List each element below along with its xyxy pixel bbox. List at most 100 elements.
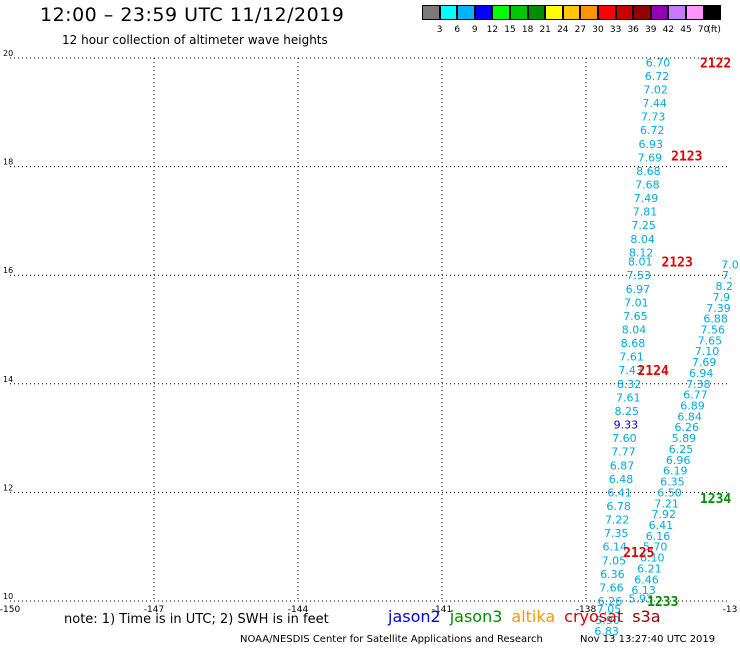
swh-value-label: 7.10: [695, 345, 720, 358]
swh-value-label: 6.72: [640, 124, 665, 137]
swh-value-label: 6.35: [660, 476, 685, 489]
legend-jason2: jason2: [388, 607, 441, 626]
swh-value-label: 7.66: [599, 581, 624, 594]
swh-value-label: 7.49: [634, 192, 659, 205]
swh-value-label: 6.41: [649, 519, 674, 532]
swh-value-label: 7.68: [635, 179, 660, 192]
colorbar-label: 21: [539, 25, 551, 35]
swh-value-label: 6.94: [689, 367, 714, 380]
swh-value-label: 6.48: [609, 473, 634, 486]
swh-value-label: 6.77: [683, 389, 708, 402]
swh-value-label: 7.38: [686, 378, 711, 391]
swh-value-label: 6.10: [640, 552, 665, 565]
swh-value-label: 6.83: [594, 625, 619, 638]
colorbar-cell: [562, 5, 581, 20]
swh-value-label: 7.53: [627, 269, 652, 282]
swh-value-label: 7.01: [624, 296, 649, 309]
colorbar-cell: [439, 5, 458, 20]
swh-value-label: 7.69: [638, 151, 663, 164]
colorbar-cell: [580, 5, 598, 20]
time-label: 1233: [647, 595, 678, 610]
y-tick-label: 20: [3, 49, 13, 58]
swh-value-label: 7.35: [604, 527, 629, 540]
swh-value-label: 6.97: [626, 283, 651, 296]
swh-value-label: 6.26: [675, 421, 700, 434]
swh-value-label: 6.21: [637, 562, 662, 575]
swh-value-label: 6.26: [598, 595, 623, 608]
swh-value-label: 8.68: [621, 337, 646, 350]
swh-value-label: 8.32: [617, 378, 642, 391]
swh-value-label: 7.65: [698, 334, 723, 347]
time-label: 2123: [662, 256, 693, 271]
colorbar-label: 12: [486, 25, 499, 35]
colorbar-cell: [527, 5, 546, 20]
swh-value-label: 5.90: [595, 614, 620, 627]
swh-value-label: 6.78: [606, 500, 631, 513]
page-subtitle: 12 hour collection of altimeter wave hei…: [62, 33, 328, 47]
colorbar-label: (ft): [707, 25, 721, 35]
y-tick-label: 18: [3, 158, 13, 167]
swh-value-label: 8.25: [615, 405, 640, 418]
swh-value-label: 8.12: [629, 246, 654, 259]
x-tick-label: -144: [288, 605, 309, 615]
swh-value-label: 5.89: [672, 432, 697, 445]
swh-value-label: 6.72: [645, 70, 670, 83]
legend-altika: altika: [511, 607, 556, 626]
swh-value-label: 7.77: [611, 446, 636, 459]
time-label: 1234: [700, 492, 731, 507]
swh-value-label: 8.04: [622, 324, 647, 337]
colorbar-label: 70: [697, 25, 710, 35]
swh-value-label: 6.41: [607, 486, 632, 499]
y-tick-label: 12: [3, 483, 13, 492]
swh-value-label: 6.87: [610, 459, 635, 472]
time-labels: 2122 2123 2123 2124 1234 2125 1233: [623, 56, 731, 610]
page-title: 12:00 – 23:59 UTC 11/12/2019: [40, 4, 345, 26]
colorbar-label: 39: [645, 25, 657, 35]
swh-value-label: 7.: [722, 269, 733, 282]
swh-value-label: 8.01: [628, 256, 653, 269]
units-note: note: 1) Time is in UTC; 2) SWH is in fe…: [64, 612, 329, 627]
y-tick-label: 10: [3, 592, 13, 601]
time-label: 2122: [700, 56, 731, 71]
swh-data-points: 6.706.727.027.447.736.726.937.698.687.68…: [594, 56, 738, 638]
swh-value-label: 7.02: [643, 83, 668, 96]
colorbar-label: 33: [609, 25, 622, 35]
swh-value-label: 7.61: [616, 391, 641, 404]
grid-lines: [10, 57, 730, 602]
colorbar-cell: [633, 5, 651, 20]
swh-value-label: 7.44: [642, 97, 667, 110]
swh-value-label: 7.56: [700, 324, 725, 337]
colorbar-cell: [492, 5, 510, 20]
swh-value-label: 6.19: [663, 465, 688, 478]
colorbar-label: 9: [471, 25, 478, 35]
swh-value-label: 8.2: [715, 280, 733, 293]
swh-value-label: 7.05: [602, 554, 627, 567]
swh-value-label: 6.50: [657, 486, 682, 499]
swh-value-label: 6.93: [639, 138, 664, 151]
swh-value-label: 9.33: [614, 419, 639, 432]
swh-value-label: 7.65: [623, 310, 648, 323]
legend-jason3: jason3: [449, 607, 503, 626]
swh-value-label: 8.68: [636, 165, 661, 178]
swh-value-label: 7.61: [619, 351, 644, 364]
time-label: 2125: [623, 546, 654, 561]
swh-value-label: 7.92: [652, 508, 677, 521]
swh-value-label: 7.43: [618, 364, 643, 377]
x-tick-label: -147: [144, 605, 164, 615]
x-tick-label: -138: [576, 605, 597, 615]
swh-value-label: 7.05: [597, 603, 622, 616]
colorbar-label: 30: [592, 25, 604, 35]
y-tick-label: 14: [3, 375, 13, 384]
swh-value-label: 6.88: [703, 313, 728, 326]
colorbar-label: 18: [521, 25, 534, 35]
swh-value-label: 7.73: [641, 111, 666, 124]
swh-value-label: 6.36: [600, 568, 625, 581]
colorbar-label: 24: [557, 25, 569, 35]
swh-value-label: 7.81: [633, 206, 658, 219]
colorbar-cell: [668, 5, 686, 20]
colorbar-cell: [615, 5, 634, 20]
swh-value-label: 7.21: [654, 497, 679, 510]
swh-value-label: 7.0: [721, 258, 739, 271]
colorbar-cell: [474, 5, 493, 20]
